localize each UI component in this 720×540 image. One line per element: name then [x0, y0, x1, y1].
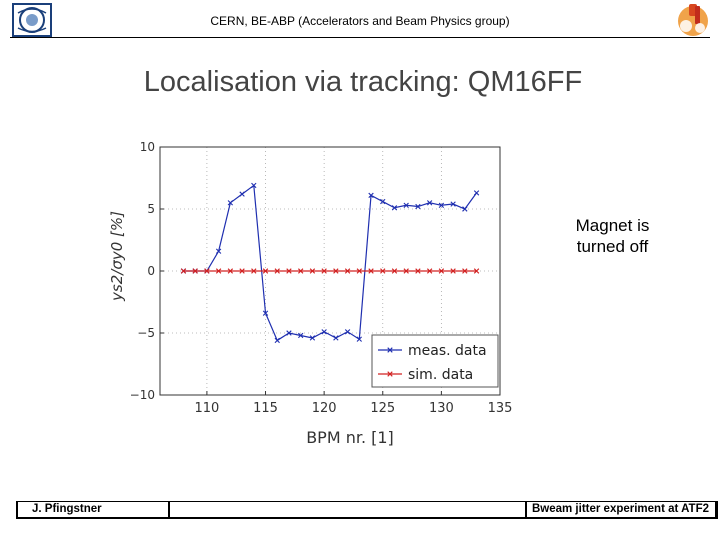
data-point-sim — [473, 268, 480, 274]
data-point-meas — [298, 332, 304, 339]
data-point-meas — [450, 201, 456, 207]
data-point-meas — [403, 202, 409, 208]
legend-marker — [387, 347, 393, 353]
data-point-sim — [262, 268, 269, 274]
data-point-meas — [227, 200, 234, 206]
data-point-meas — [368, 192, 374, 199]
data-point-sim — [356, 268, 362, 274]
data-point-meas — [321, 329, 327, 335]
data-point-sim — [333, 268, 339, 274]
y-tick-label: 0 — [147, 264, 155, 278]
clic-logo-icon — [678, 4, 708, 36]
data-point-meas — [286, 330, 292, 336]
x-tick-label: 125 — [370, 401, 395, 416]
data-point-sim — [368, 268, 374, 274]
magnet-note: Magnet is turned off — [540, 215, 685, 257]
legend-box — [371, 334, 499, 388]
data-point-sim — [380, 268, 386, 274]
data-point-meas — [333, 335, 339, 341]
data-point-meas — [415, 203, 421, 210]
legend-marker — [387, 371, 393, 377]
legend-label: meas. data — [408, 343, 487, 359]
x-tick-label: 120 — [312, 401, 337, 416]
data-point-sim — [251, 268, 257, 274]
data-point-sim — [215, 268, 222, 274]
x-tick-label: 115 — [253, 401, 278, 416]
data-point-sim — [274, 268, 280, 274]
magnet-note-line2: turned off — [576, 237, 649, 256]
y-tick-label: 5 — [147, 202, 155, 216]
data-point-meas — [262, 310, 269, 316]
legend-label: sim. data — [408, 367, 473, 383]
footer-talk: Bweam jitter experiment at ATF2 — [531, 503, 709, 515]
page-footer: J. Pfingstner Bweam jitter experiment at… — [16, 501, 718, 519]
data-point-meas — [426, 200, 433, 206]
footer-middle-box — [170, 502, 525, 517]
header-title: CERN, BE-ABP (Accelerators and Beam Phys… — [210, 14, 510, 28]
data-point-sim — [227, 268, 234, 274]
data-point-meas — [462, 206, 468, 212]
slide-title: Localisation via tracking: QM16FF — [143, 66, 583, 98]
y-axis-label: ys2/σy0 [%] — [108, 211, 126, 302]
data-point-sim — [298, 268, 304, 274]
y-tick-label: 10 — [140, 140, 155, 154]
tracking-chart: 110 115 120 125 130 135 10 5 0 −5 −10 BPM nr. [1] ys… — [108, 140, 513, 447]
x-tick-label: 110 — [194, 401, 219, 416]
data-point-sim — [180, 268, 187, 274]
data-point-sim — [239, 268, 245, 274]
x-tick-label: 135 — [488, 401, 513, 416]
y-tick-label: −5 — [137, 326, 155, 340]
footer-author-box: J. Pfingstner — [18, 502, 168, 517]
x-axis-label: BPM nr. [1] — [306, 428, 394, 447]
data-point-sim — [204, 268, 210, 274]
data-point-meas — [473, 190, 480, 196]
data-point-sim — [286, 268, 292, 274]
data-point-sim — [438, 268, 445, 274]
y-tick-label: −10 — [130, 388, 155, 402]
data-point-meas — [251, 182, 257, 189]
data-point-sim — [415, 268, 421, 274]
header-divider — [10, 37, 710, 38]
data-point-meas — [380, 198, 386, 205]
data-point-meas — [438, 202, 445, 208]
data-point-meas — [356, 336, 362, 342]
data-point-meas — [344, 329, 351, 335]
data-point-meas — [239, 191, 245, 197]
data-point-meas — [309, 335, 316, 341]
data-point-sim — [426, 268, 433, 274]
data-point-sim — [450, 268, 456, 274]
data-point-sim — [403, 268, 409, 274]
data-point-sim — [391, 268, 398, 274]
data-point-meas — [215, 248, 222, 254]
data-point-sim — [192, 268, 198, 274]
data-point-sim — [309, 268, 316, 274]
cern-logo-icon — [12, 3, 52, 37]
magnet-note-line1: Magnet is — [575, 216, 650, 235]
data-point-sim — [321, 268, 327, 274]
data-point-meas — [274, 337, 280, 344]
data-point-sim — [344, 268, 351, 274]
data-point-meas — [391, 205, 398, 211]
data-point-sim — [462, 268, 468, 274]
footer-author: J. Pfingstner — [32, 503, 102, 515]
x-tick-label: 130 — [429, 401, 454, 416]
footer-talk-box: Bweam jitter experiment at ATF2 — [527, 502, 715, 517]
